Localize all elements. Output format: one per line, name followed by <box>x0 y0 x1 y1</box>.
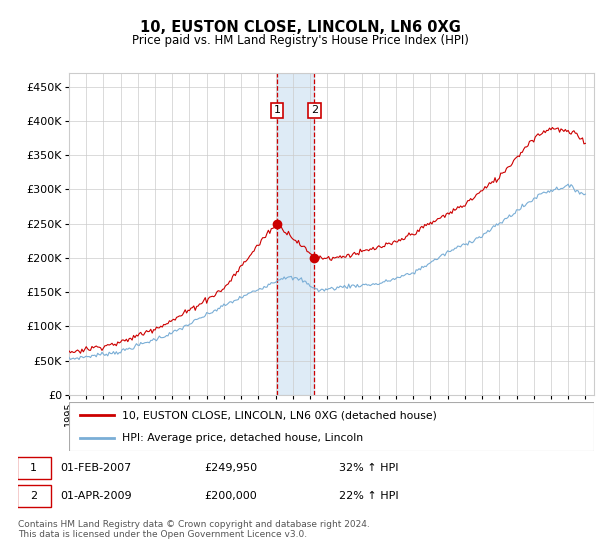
Text: £249,950: £249,950 <box>204 463 257 473</box>
Text: 22% ↑ HPI: 22% ↑ HPI <box>340 491 399 501</box>
Text: 1: 1 <box>274 105 280 115</box>
FancyBboxPatch shape <box>69 402 594 451</box>
FancyBboxPatch shape <box>17 456 51 479</box>
Text: Contains HM Land Registry data © Crown copyright and database right 2024.
This d: Contains HM Land Registry data © Crown c… <box>18 520 370 539</box>
Text: HPI: Average price, detached house, Lincoln: HPI: Average price, detached house, Linc… <box>121 433 362 444</box>
Text: 10, EUSTON CLOSE, LINCOLN, LN6 0XG (detached house): 10, EUSTON CLOSE, LINCOLN, LN6 0XG (deta… <box>121 410 436 421</box>
Text: 2: 2 <box>30 491 37 501</box>
Text: £200,000: £200,000 <box>204 491 257 501</box>
Text: 10, EUSTON CLOSE, LINCOLN, LN6 0XG: 10, EUSTON CLOSE, LINCOLN, LN6 0XG <box>140 20 460 35</box>
Text: 32% ↑ HPI: 32% ↑ HPI <box>340 463 399 473</box>
Text: 01-APR-2009: 01-APR-2009 <box>60 491 132 501</box>
Text: 01-FEB-2007: 01-FEB-2007 <box>60 463 131 473</box>
Text: 2: 2 <box>311 105 318 115</box>
Bar <box>277 73 314 395</box>
Text: 1: 1 <box>30 463 37 473</box>
Text: Price paid vs. HM Land Registry's House Price Index (HPI): Price paid vs. HM Land Registry's House … <box>131 34 469 46</box>
FancyBboxPatch shape <box>17 485 51 507</box>
